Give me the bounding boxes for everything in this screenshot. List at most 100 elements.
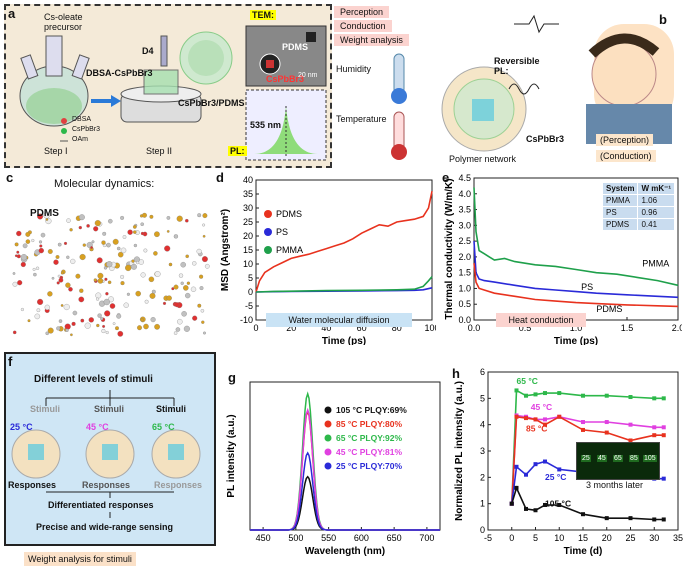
x-tick-label: 30 — [649, 533, 659, 543]
atom — [35, 266, 40, 270]
y-tick-label: 0.5 — [458, 299, 471, 309]
atom — [199, 274, 204, 279]
data-point — [604, 420, 609, 425]
data-point — [661, 433, 666, 438]
atom — [120, 281, 125, 286]
tem-pdms: PDMS — [282, 42, 309, 52]
atom — [93, 226, 99, 232]
panel-c-label: c — [6, 170, 14, 185]
series-annotation: 45 °C — [531, 402, 552, 412]
y-tick-label: -5 — [245, 301, 253, 311]
atom — [102, 324, 106, 328]
data-point — [604, 430, 609, 435]
atom — [140, 318, 144, 322]
atom — [58, 277, 64, 283]
e-table-header: W mK⁻¹ — [637, 182, 676, 195]
molecule-illustration — [12, 212, 210, 337]
y-tick-label: 2.5 — [458, 236, 471, 246]
atom — [140, 222, 144, 226]
atom — [177, 318, 183, 325]
atom — [120, 274, 125, 279]
panel-d-label: d — [216, 170, 224, 185]
legend-label: PS — [276, 227, 288, 237]
data-point — [652, 425, 657, 430]
f-response-2: Responses — [82, 480, 131, 490]
series-line-pdms — [255, 191, 433, 293]
atom — [127, 229, 133, 235]
atom — [192, 261, 197, 266]
atom — [38, 240, 43, 244]
atom — [125, 264, 132, 272]
h-inset-temp: 65 — [613, 455, 623, 462]
data-point — [524, 506, 528, 511]
data-point — [581, 393, 585, 398]
y-tick-label: -10 — [240, 315, 253, 325]
data-point — [524, 393, 528, 398]
atom — [166, 295, 172, 301]
atom — [20, 261, 26, 268]
e-table-cell: 1.06 — [637, 194, 676, 207]
atom — [17, 280, 23, 286]
chart-g: 450 500 550 600 650 700 Wavelength (nm) PL inte… — [226, 381, 441, 557]
atom — [72, 310, 78, 316]
x-tick-label: 25 — [625, 533, 635, 543]
atom — [66, 255, 70, 259]
atom — [112, 238, 119, 245]
atom — [175, 327, 181, 332]
e-table-cell: PS — [601, 206, 639, 219]
atom — [153, 251, 158, 256]
dbsa-dot — [61, 118, 67, 124]
atom — [173, 284, 179, 290]
atom — [96, 257, 103, 264]
data-point — [581, 427, 585, 432]
atom — [120, 247, 127, 254]
legend-oam: OAm — [72, 136, 88, 143]
atom — [47, 291, 53, 297]
chart-d: 0 20 40 60 80 100 -10 -5 0 5 10 15 20 25 30 35 40 Time (p… — [220, 175, 440, 347]
atom — [20, 307, 24, 312]
data-point — [533, 462, 538, 467]
atom — [200, 309, 205, 313]
atom — [100, 317, 104, 321]
panel-g-label: g — [228, 370, 236, 385]
d4-text: D4 — [142, 46, 154, 56]
series-annotation: PDMS — [596, 304, 622, 314]
data-point — [628, 438, 633, 443]
legend-marker — [324, 406, 332, 414]
atom — [14, 242, 19, 247]
atom — [202, 223, 206, 227]
atom — [197, 303, 202, 308]
h-inset-temp: 85 — [629, 455, 639, 462]
data-point — [604, 516, 609, 521]
atom — [56, 281, 60, 285]
atom — [58, 319, 63, 323]
x-tick-label: 15 — [578, 533, 588, 543]
atom — [33, 272, 37, 277]
b-item-weight: Weight analysis — [334, 34, 409, 46]
y-tick-label: 3 — [480, 446, 485, 456]
atom — [132, 225, 137, 229]
data-point — [628, 422, 633, 427]
f-temp-25: 25 °C — [10, 422, 33, 432]
atom — [16, 230, 22, 237]
chart-e: 0.0 0.5 1.0 1.5 2.0 0.0 0.5 1.0 1.5 2.0 2.5 3.0 3.5 4… — [444, 173, 684, 347]
panel-b-label: b — [659, 12, 667, 27]
atom — [162, 301, 167, 305]
atom — [70, 258, 76, 264]
e-table: System W mK⁻¹ PMMA 1.06 PS 0.96 PDMS 0.41 — [601, 182, 676, 231]
y-tick-label: 5 — [248, 273, 253, 283]
b-conduction-text: (Conduction) — [596, 150, 656, 162]
atom — [95, 292, 102, 299]
atom — [154, 323, 160, 330]
atom — [112, 322, 116, 325]
atom — [173, 331, 178, 335]
atom — [133, 243, 138, 248]
y-tick-label: 3.5 — [458, 205, 471, 215]
atom — [126, 292, 130, 296]
atom — [84, 322, 91, 329]
atom — [192, 315, 198, 321]
x-tick-label: 500 — [288, 533, 303, 543]
atom — [106, 242, 111, 248]
atom — [78, 296, 85, 303]
step2-text: Step II — [146, 146, 173, 156]
